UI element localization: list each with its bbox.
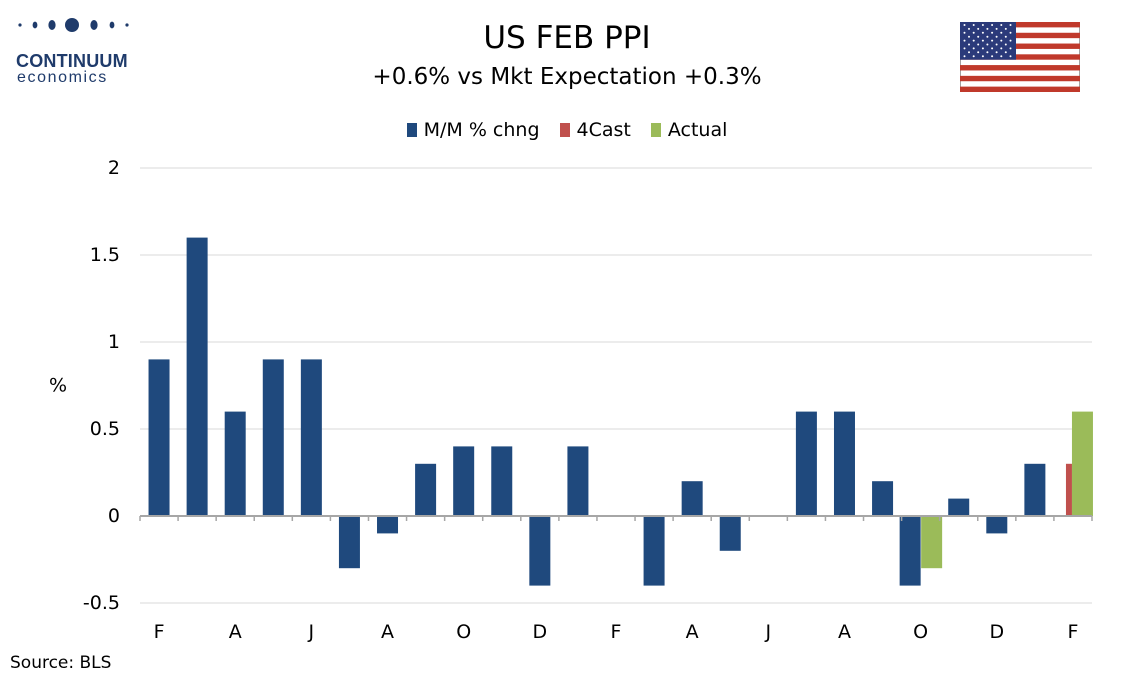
bar-mm bbox=[186, 237, 208, 516]
source-note: Source: BLS bbox=[10, 653, 112, 673]
y-tick-label: 0 bbox=[108, 505, 120, 527]
bar-mm bbox=[719, 516, 741, 551]
bar-mm bbox=[986, 516, 1008, 534]
x-tick-label: J bbox=[308, 621, 315, 643]
us-flag-icon bbox=[960, 22, 1080, 92]
x-tick-label: O bbox=[913, 621, 928, 643]
bar-actual bbox=[921, 516, 943, 569]
continuum-logo: CONTINUUM economics bbox=[14, 14, 138, 86]
bar-mm bbox=[453, 446, 475, 516]
legend-item-actual: Actual bbox=[650, 119, 728, 141]
x-tick-label: A bbox=[229, 621, 242, 643]
legend-label-forecast: 4Cast bbox=[576, 119, 631, 141]
bar-mm bbox=[224, 411, 246, 516]
x-tick-label: A bbox=[381, 621, 394, 643]
y-tick-label: 1 bbox=[108, 331, 120, 353]
bar-mm bbox=[491, 446, 513, 516]
bar-forecast bbox=[1065, 463, 1072, 516]
x-tick-label: D bbox=[533, 621, 548, 643]
logo-dots-icon bbox=[18, 18, 129, 32]
brand-sub: economics bbox=[17, 69, 108, 86]
legend-swatch-forecast bbox=[559, 123, 570, 137]
bar-mm bbox=[643, 516, 665, 586]
legend-item-mm: M/M % chng bbox=[406, 119, 540, 141]
bar-mm bbox=[567, 446, 589, 516]
bar-mm bbox=[529, 516, 551, 586]
bar-mm bbox=[262, 359, 284, 516]
x-tick-label: F bbox=[611, 621, 622, 643]
x-tick-label: J bbox=[765, 621, 772, 643]
x-tick-label: F bbox=[154, 621, 165, 643]
y-axis-label: % bbox=[49, 375, 67, 397]
x-tick-label: O bbox=[456, 621, 471, 643]
legend-label-mm: M/M % chng bbox=[423, 119, 540, 141]
chart-subtitle: +0.6% vs Mkt Expectation +0.3% bbox=[372, 64, 762, 90]
x-tick-label: F bbox=[1067, 621, 1078, 643]
legend-label-actual: Actual bbox=[667, 119, 728, 141]
y-tick-label: 1.5 bbox=[90, 244, 120, 266]
bar-mm bbox=[338, 516, 360, 569]
bar-mm bbox=[377, 516, 399, 534]
bar-mm bbox=[300, 359, 322, 516]
y-tick-label: -0.5 bbox=[83, 592, 120, 614]
x-tick-label: A bbox=[838, 621, 851, 643]
bar-mm bbox=[148, 359, 170, 516]
bar-mm bbox=[872, 481, 894, 516]
bar-actual bbox=[1071, 411, 1093, 516]
legend-swatch-actual bbox=[650, 123, 661, 137]
chart-legend: M/M % chng 4Cast Actual bbox=[0, 119, 1134, 141]
y-tick-label: 2 bbox=[108, 157, 120, 179]
y-tick-label: 0.5 bbox=[90, 418, 120, 440]
legend-item-forecast: 4Cast bbox=[559, 119, 631, 141]
bar-mm bbox=[795, 411, 817, 516]
bar-mm bbox=[415, 463, 437, 516]
x-tick-label: A bbox=[686, 621, 699, 643]
bar-mm bbox=[833, 411, 855, 516]
chart-title: US FEB PPI bbox=[483, 20, 651, 56]
bar-mm bbox=[948, 498, 970, 516]
x-tick-label: D bbox=[989, 621, 1004, 643]
bar-mm bbox=[899, 516, 921, 586]
bar-mm bbox=[1024, 463, 1046, 516]
brand-name: CONTINUUM bbox=[16, 51, 128, 71]
bar-mm bbox=[681, 481, 703, 516]
legend-swatch-mm bbox=[406, 123, 417, 137]
